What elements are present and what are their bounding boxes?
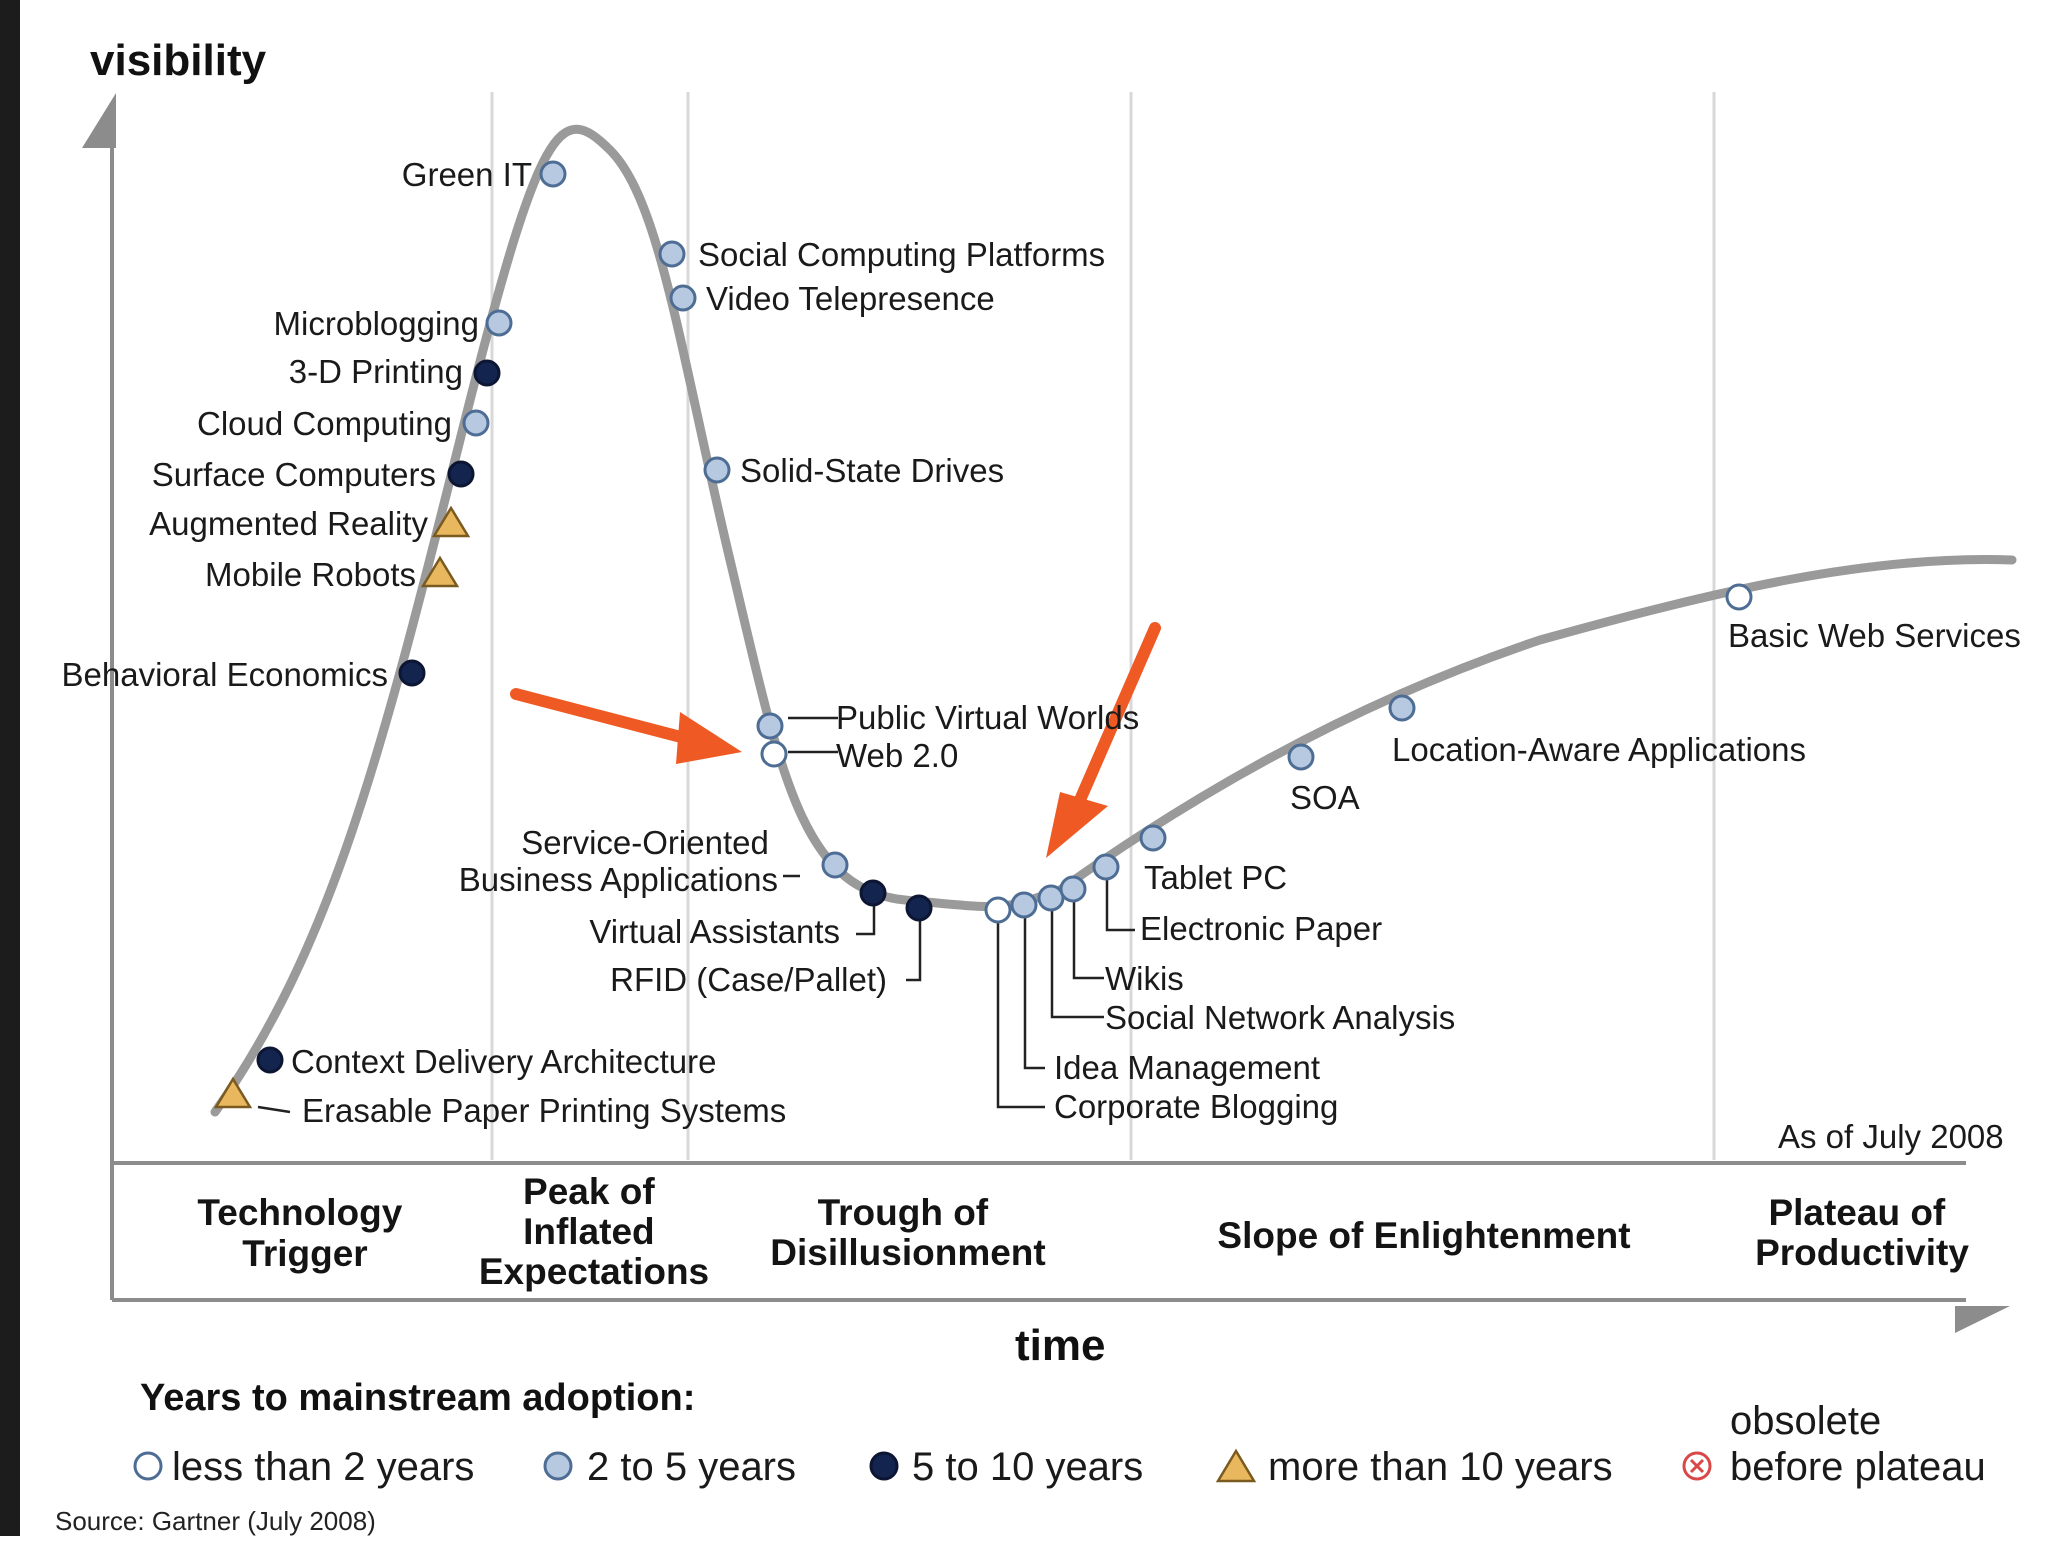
phase-label-technology-trigger: Technology Trigger (197, 1192, 412, 1274)
tech-label: Public Virtual Worlds (836, 699, 1139, 736)
tech-label: Behavioral Economics (62, 656, 389, 693)
tech-label: Web 2.0 (836, 737, 958, 774)
tech-marker-2-5 (669, 284, 697, 312)
legend-marker-obsolete (1682, 1451, 1712, 1481)
legend-label-5-10: 5 to 10 years (912, 1445, 1143, 1489)
legend-marker-10+ (1215, 1448, 1257, 1483)
tech-label: Location-Aware Applications (1392, 731, 1806, 768)
x-axis-arrowhead (1955, 1306, 2010, 1333)
tech-marker-2-5 (658, 240, 686, 268)
phase-label-peak: Peak of Inflated Expectations (479, 1171, 709, 1292)
tech-marker-2-5 (485, 309, 513, 337)
legend-label-obsolete: obsolete before plateau (1730, 1399, 1986, 1489)
legend-label-10-plus: more than 10 years (1268, 1445, 1613, 1489)
tech-marker-2-5 (1287, 743, 1315, 771)
tech-marker-2-5 (821, 851, 849, 879)
tech-label: Idea Management (1054, 1049, 1320, 1086)
tech-marker-2-5 (1388, 694, 1416, 722)
tech-label: Microblogging (274, 305, 479, 342)
tech-label: Tablet PC (1144, 859, 1287, 896)
legend-label-2-5: 2 to 5 years (587, 1445, 796, 1489)
source-note: Source: Gartner (July 2008) (55, 1506, 376, 1536)
tech-label: Cloud Computing (197, 405, 452, 442)
tech-marker-2-5 (703, 456, 731, 484)
left-edge-bar (0, 0, 20, 1536)
as-of-date: As of July 2008 (1778, 1118, 2004, 1155)
tech-label: SOA (1290, 779, 1360, 816)
phase-label-slope: Slope of Enlightenment (1217, 1215, 1630, 1256)
tech-label: Social Computing Platforms (698, 236, 1105, 273)
tech-label: Electronic Paper (1140, 910, 1382, 947)
tech-label: Erasable Paper Printing Systems (302, 1092, 786, 1129)
tech-marker-2-5 (1092, 853, 1120, 881)
tech-label: Service-Oriented Business Applications (459, 824, 778, 898)
legend-marker-5-10 (869, 1451, 899, 1481)
tech-marker-5-10 (398, 659, 426, 687)
tech-marker-2-5 (1059, 875, 1087, 903)
tech-marker-2-5 (539, 160, 567, 188)
tech-label: Social Network Analysis (1105, 999, 1455, 1036)
tech-marker-lt2 (984, 896, 1012, 924)
y-axis-arrowhead (82, 93, 116, 148)
leader-lines (257, 716, 1135, 1114)
callout-arrow-web20 (510, 688, 742, 764)
tech-marker-10+ (213, 1076, 253, 1109)
tech-label: Virtual Assistants (589, 913, 840, 950)
phase-label-trough: Trough of Disillusionment (770, 1192, 1045, 1273)
tech-marker-10+ (420, 555, 460, 588)
tech-marker-5-10 (905, 894, 933, 922)
tech-label: Augmented Reality (149, 505, 428, 542)
tech-marker-5-10 (447, 460, 475, 488)
tech-marker-2-5 (462, 409, 490, 437)
tech-label: Video Telepresence (706, 280, 995, 317)
legend-marker-2-5 (543, 1451, 573, 1481)
tech-marker-2-5 (1010, 891, 1038, 919)
technology-markers (213, 160, 1753, 1109)
tech-marker-2-5 (1037, 884, 1065, 912)
tech-label: Context Delivery Architecture (291, 1043, 717, 1080)
x-axis-label: time (1015, 1321, 1105, 1370)
legend-title: Years to mainstream adoption: (140, 1377, 695, 1419)
technology-labels: Green IT Social Computing Platforms Vide… (62, 156, 2021, 1129)
tech-label: Basic Web Services (1728, 617, 2021, 654)
tech-marker-5-10 (859, 879, 887, 907)
tech-marker-lt2 (760, 740, 788, 768)
legend-markers (133, 1448, 1712, 1483)
y-axis-label: visibility (90, 36, 267, 85)
tech-label: Green IT (402, 156, 532, 193)
legend-marker-lt2 (133, 1451, 163, 1481)
phase-label-plateau: Plateau of Productivity (1755, 1192, 1969, 1273)
tech-label: Corporate Blogging (1054, 1088, 1338, 1125)
tech-label: Wikis (1105, 960, 1184, 997)
tech-marker-5-10 (256, 1046, 284, 1074)
tech-label: RFID (Case/Pallet) (610, 961, 887, 998)
tech-label: Mobile Robots (205, 556, 416, 593)
tech-marker-2-5 (756, 712, 784, 740)
tech-label: Solid-State Drives (740, 452, 1004, 489)
legend-label-lt2: less than 2 years (172, 1445, 474, 1489)
tech-marker-10+ (431, 505, 471, 538)
tech-marker-lt2 (1725, 583, 1753, 611)
tech-marker-5-10 (473, 359, 501, 387)
callout-arrow-trough (1046, 622, 1161, 858)
tech-label: Surface Computers (152, 456, 436, 493)
tech-label: 3-D Printing (289, 353, 463, 390)
tech-marker-2-5 (1139, 824, 1167, 852)
